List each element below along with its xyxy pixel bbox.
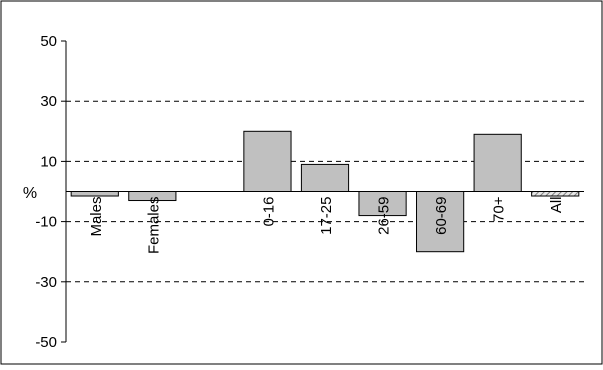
category-label: 0-16: [260, 197, 277, 227]
category-label: Males: [88, 197, 105, 237]
category-label: 70+: [491, 196, 508, 222]
bar: [70, 191, 119, 197]
bar: [531, 191, 580, 197]
y-axis-title: %: [23, 185, 37, 202]
category-label: 60-69: [433, 197, 450, 235]
y-tick-label: -10: [35, 214, 57, 231]
bar: [243, 130, 292, 193]
y-tick-label: -50: [35, 334, 57, 351]
category-label: 17-25: [318, 197, 335, 235]
y-tick-label: 10: [40, 153, 57, 170]
y-tick-label: 50: [40, 33, 57, 50]
bar: [473, 133, 522, 192]
category-label: Females: [145, 197, 162, 255]
category-label: All: [548, 197, 565, 214]
bar: [300, 163, 350, 193]
bar: [416, 191, 465, 253]
y-tick-label: 30: [40, 93, 57, 110]
category-label: 26-59: [376, 197, 393, 235]
y-tick-label: -30: [35, 274, 57, 291]
